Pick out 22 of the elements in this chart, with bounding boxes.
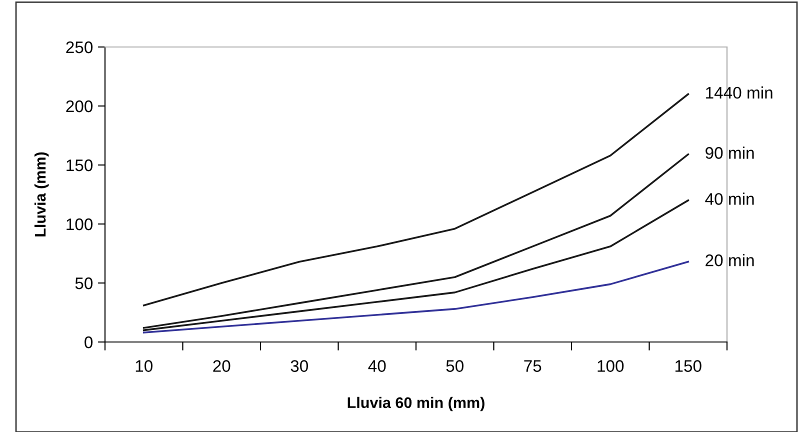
y-tick-label: 150 — [66, 159, 93, 172]
y-tick-label: 0 — [84, 336, 93, 348]
line-series — [142, 260, 690, 334]
x-tick-label: 30 — [290, 360, 308, 372]
series-label: 90 min — [706, 146, 754, 159]
x-tick-label: 20 — [213, 360, 230, 372]
x-tick-label: 40 — [368, 360, 386, 372]
x-tick-label: 75 — [524, 360, 542, 372]
y-tick-label: 50 — [75, 277, 93, 290]
y-axis-title: Lluvia (mm) — [34, 152, 49, 236]
x-axis-title: Lluvia 60 min (mm) — [348, 396, 484, 412]
y-tick-label: 100 — [66, 218, 93, 230]
y-tick-label: 250 — [66, 41, 93, 54]
series-label: 40 min — [705, 192, 754, 205]
y-tick-label: 200 — [66, 100, 93, 112]
x-tick-label: 10 — [136, 360, 152, 372]
x-tick-label: 100 — [598, 360, 624, 372]
x-tick-label: 50 — [446, 360, 464, 372]
line-series — [142, 93, 690, 306]
x-tick-label: 150 — [675, 360, 702, 372]
series-label: 20 min — [706, 254, 754, 266]
series-label: 1440 min — [706, 86, 772, 99]
